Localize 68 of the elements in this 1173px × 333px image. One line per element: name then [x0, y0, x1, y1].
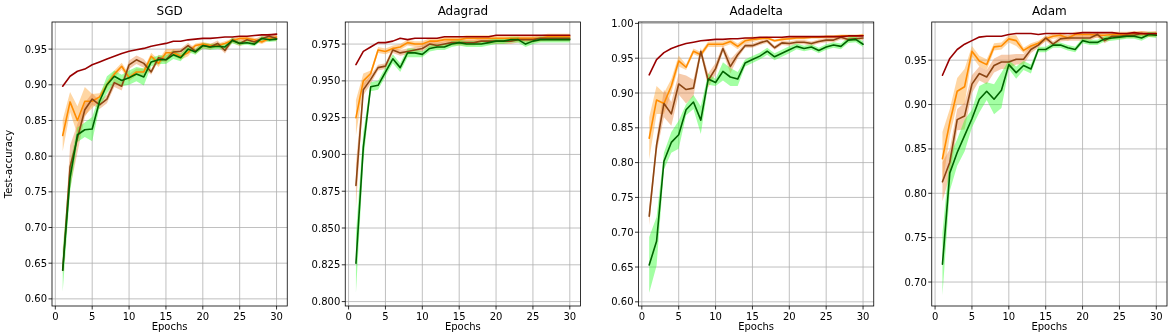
y-tick-label: 0.85: [611, 122, 634, 134]
y-tick-label: 0.95: [24, 43, 47, 55]
y-tick-label: 0.90: [611, 87, 634, 99]
x-tick-label: 5: [968, 311, 976, 322]
x-tick-label: 25: [819, 311, 833, 322]
y-tick-label: 0.70: [904, 276, 927, 288]
x-tick-label: 30: [270, 311, 283, 322]
y-tick-label: 0.65: [611, 261, 634, 273]
y-tick-label: 0.975: [311, 38, 341, 50]
y-tick-label: 0.75: [611, 191, 634, 203]
x-tick-label: 10: [709, 311, 722, 322]
x-tick-label: 5: [89, 311, 96, 322]
chart-title: Adam: [1032, 4, 1067, 18]
x-tick-label: 0: [931, 311, 939, 322]
y-tick-label: 0.95: [904, 54, 927, 66]
y-tick-label: 0.70: [24, 222, 47, 234]
x-tick-label: 0: [345, 311, 352, 322]
y-tick-label: 0.80: [611, 157, 634, 169]
x-tick-label: 10: [415, 311, 429, 322]
x-tick-label: 30: [856, 311, 870, 322]
y-tick-label: 0.875: [311, 185, 341, 197]
x-tick-label: 20: [196, 311, 210, 322]
y-tick-label: 0.80: [904, 187, 927, 199]
x-tick-label: 20: [782, 311, 796, 322]
x-tick-label: 25: [1113, 311, 1126, 322]
x-axis-title: Epochs: [151, 321, 188, 332]
x-tick-label: 5: [382, 311, 389, 322]
y-tick-label: 0.75: [904, 232, 927, 244]
x-tick-label: 30: [1149, 311, 1163, 322]
y-tick-label: 0.825: [311, 259, 341, 271]
x-tick-label: 20: [489, 311, 503, 322]
x-tick-label: 15: [452, 311, 466, 322]
y-tick-label: 0.60: [611, 296, 634, 308]
chart-title: SGD: [156, 4, 183, 18]
y-tick-label: 0.95: [611, 52, 634, 64]
x-axis-title: Epochs: [1031, 321, 1068, 332]
y-tick-label: 0.65: [24, 257, 47, 269]
x-tick-label: 15: [746, 311, 759, 322]
y-tick-label: 0.800: [311, 296, 341, 308]
y-tick-label: 0.75: [24, 186, 47, 198]
x-tick-label: 15: [1039, 311, 1053, 322]
y-tick-label: 0.90: [24, 79, 47, 91]
x-tick-label: 20: [1076, 311, 1089, 322]
y-tick-label: 0.85: [904, 143, 927, 155]
x-tick-label: 30: [563, 311, 577, 322]
x-tick-label: 5: [675, 311, 682, 322]
x-tick-label: 15: [159, 311, 173, 322]
y-tick-label: 0.925: [311, 112, 341, 124]
y-tick-label: 0.80: [24, 150, 47, 162]
chart-title: Adadelta: [729, 4, 783, 18]
y-tick-label: 0.60: [24, 293, 47, 305]
x-tick-label: 0: [52, 311, 59, 322]
y-tick-label: 0.850: [311, 222, 341, 234]
x-tick-label: 25: [526, 311, 540, 322]
y-tick-label: 0.950: [311, 75, 341, 87]
x-tick-label: 10: [1002, 311, 1016, 322]
x-tick-label: 25: [233, 311, 247, 322]
y-tick-label: 0.70: [611, 226, 634, 238]
x-axis-title: Epochs: [444, 321, 481, 332]
chart-title: Adagrad: [437, 4, 489, 18]
y-axis-title: Test-accuracy: [3, 129, 14, 200]
y-tick-label: 1.00: [611, 17, 634, 29]
x-tick-label: 0: [638, 311, 646, 322]
y-tick-label: 0.900: [311, 148, 341, 160]
y-tick-label: 0.85: [24, 114, 47, 126]
x-axis-title: Epochs: [738, 321, 775, 332]
y-tick-label: 0.90: [904, 99, 927, 111]
x-tick-label: 10: [122, 311, 136, 322]
